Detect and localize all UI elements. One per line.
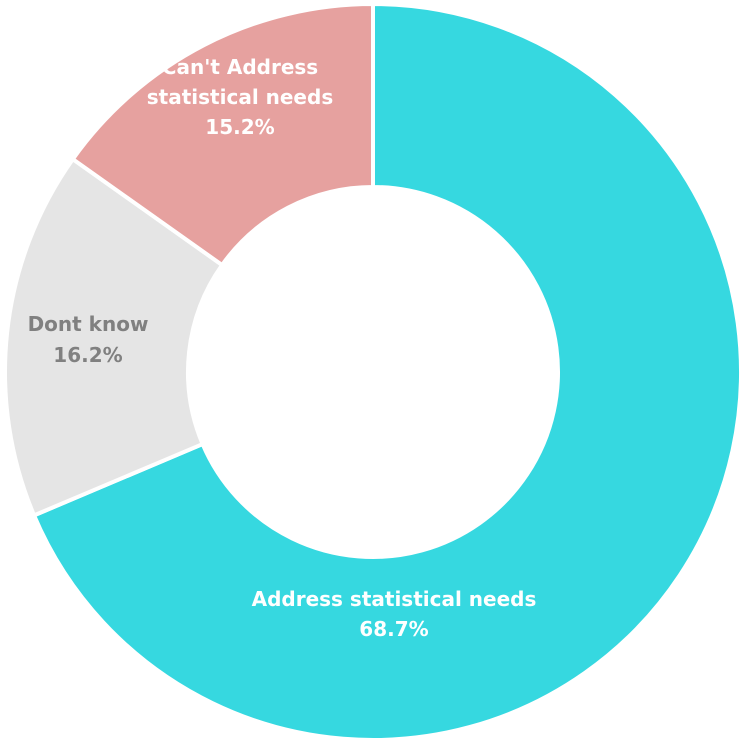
slice-address-statistical-needs bbox=[32, 2, 743, 742]
labels-layer: Address statistical needs 68.7% Dont know 1… bbox=[28, 55, 537, 641]
slice-dont-know bbox=[3, 157, 225, 518]
slice-category-label: Can't Address bbox=[162, 55, 318, 79]
slice-label-group: Dont know 16.2% bbox=[28, 312, 149, 367]
slice-value-label: 68.7% bbox=[359, 617, 428, 641]
slice-value-label: 16.2% bbox=[53, 343, 122, 367]
slices-layer bbox=[3, 2, 743, 742]
slice-category-label: statistical needs bbox=[147, 85, 333, 109]
slice-value-label: 15.2% bbox=[205, 115, 274, 139]
slice-label-group: Address statistical needs 68.7% bbox=[252, 587, 537, 641]
slice-can-t-address-statistical-needs bbox=[70, 2, 375, 268]
slice-label-group: Can't Address statistical needs 15.2% bbox=[147, 55, 333, 139]
slice-category-label: Address statistical needs bbox=[252, 587, 537, 611]
slice-category-label: Dont know bbox=[28, 312, 149, 336]
